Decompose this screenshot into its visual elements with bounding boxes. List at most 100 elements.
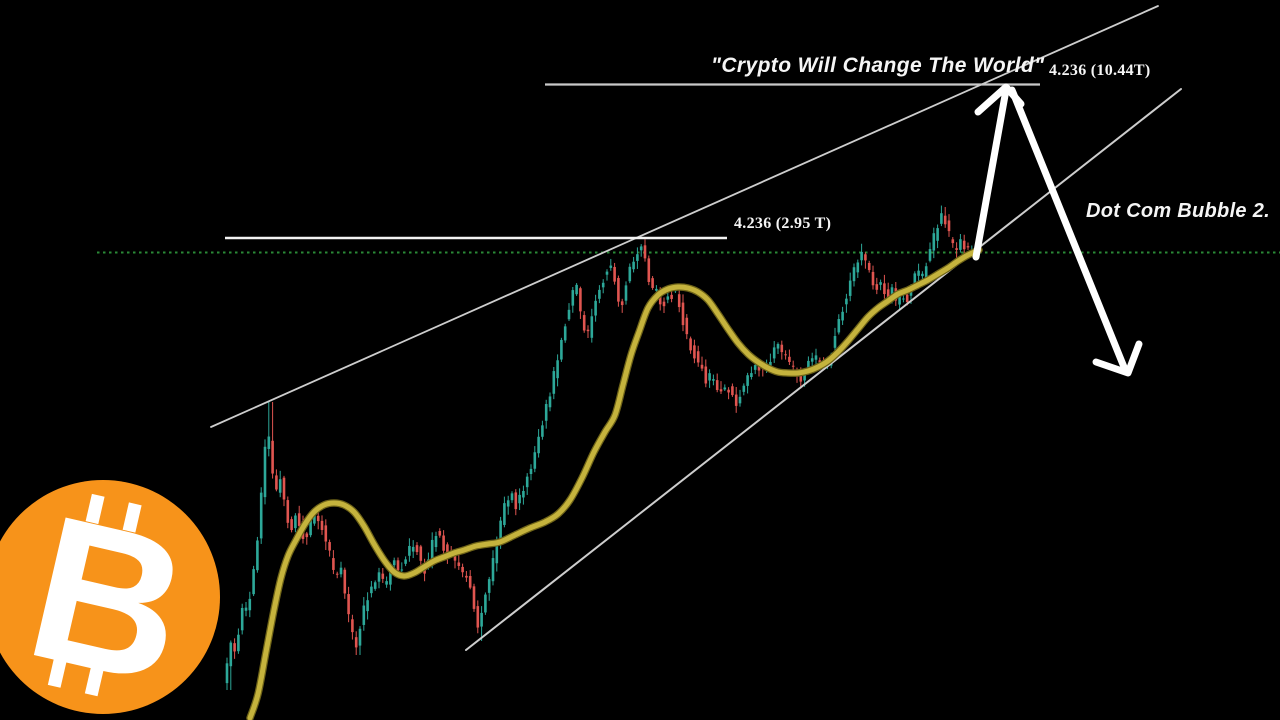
candle: [639, 244, 643, 257]
candle: [244, 601, 248, 617]
candle: [685, 314, 689, 340]
candle: [704, 359, 708, 388]
candle: [845, 293, 848, 313]
candle: [225, 657, 229, 690]
candle: [605, 269, 609, 281]
candle: [719, 381, 723, 395]
candle: [753, 363, 757, 375]
candle: [541, 420, 544, 440]
candle: [643, 239, 647, 262]
candle: [951, 237, 955, 248]
ma-line-layer: [246, 246, 983, 720]
candle: [776, 342, 780, 355]
candle: [271, 402, 274, 479]
bitcoin-logo: B: [0, 472, 220, 720]
candle: [746, 372, 749, 394]
crash-arrow-head: [1092, 340, 1143, 377]
candle: [278, 470, 282, 498]
candle: [560, 337, 563, 362]
candle: [229, 640, 233, 690]
resistance-lines-layer: [225, 83, 1040, 240]
candle: [875, 277, 879, 295]
candle: [628, 263, 632, 284]
arrow-layer: [972, 83, 1143, 377]
candle: [601, 279, 605, 294]
candle: [567, 303, 571, 321]
candle: [362, 597, 366, 631]
candle: [708, 369, 711, 388]
candle: [248, 591, 252, 618]
candle: [324, 519, 328, 550]
candle: [742, 383, 746, 396]
candle: [681, 294, 685, 332]
candle: [750, 366, 753, 380]
candle: [700, 356, 704, 372]
candle: [738, 389, 742, 407]
candle: [693, 339, 696, 364]
candle: [332, 550, 335, 575]
candle: [955, 242, 958, 258]
fib-extension-lower-label: 4.236 (2.95 T): [734, 215, 832, 232]
candle: [263, 439, 267, 505]
candle: [715, 373, 719, 393]
candle: [408, 538, 411, 562]
ma-line-edge: [246, 246, 983, 720]
pump-arrow-shaft: [972, 86, 1010, 261]
candle: [518, 488, 521, 511]
candle: [525, 473, 529, 495]
candle: [544, 399, 548, 429]
candle: [237, 628, 240, 654]
candle: [856, 259, 860, 278]
bitcoin-logo-circle: [0, 480, 220, 714]
candle: [563, 323, 567, 343]
candle: [780, 340, 784, 360]
candle: [936, 224, 939, 249]
candle: [696, 345, 700, 367]
candle: [487, 576, 491, 601]
candle: [400, 562, 404, 573]
candle: [613, 262, 616, 285]
candle: [480, 606, 483, 641]
candle: [347, 586, 350, 623]
candle: [294, 513, 297, 533]
candle: [339, 561, 343, 578]
candle: [860, 243, 863, 266]
candle: [879, 279, 882, 291]
candle: [335, 571, 339, 579]
candle: [959, 233, 962, 253]
crash-arrow-shaft: [1008, 86, 1130, 376]
candle: [442, 530, 445, 557]
candle: [609, 258, 613, 271]
candle: [651, 276, 654, 290]
candle: [351, 614, 354, 640]
candle: [537, 429, 540, 458]
candle: [788, 349, 791, 365]
candle: [252, 565, 255, 597]
candle: [438, 528, 442, 538]
ma-line: [247, 247, 982, 720]
candle: [522, 485, 525, 505]
candle: [620, 298, 624, 313]
candle: [354, 631, 358, 655]
candle: [932, 227, 936, 259]
candle: [579, 286, 582, 319]
candle: [966, 242, 970, 250]
candle: [917, 263, 920, 283]
candle: [947, 214, 951, 237]
candle: [784, 350, 787, 360]
candle: [556, 354, 559, 387]
candle: [233, 638, 236, 659]
candle: [461, 563, 464, 578]
candle: [852, 263, 856, 287]
candle: [370, 580, 373, 598]
candle: [883, 274, 886, 299]
candle: [358, 626, 362, 655]
candle: [419, 544, 423, 567]
candle: [723, 384, 727, 391]
candle: [472, 583, 476, 612]
candle: [320, 515, 324, 535]
candle: [506, 495, 510, 515]
candle: [328, 539, 331, 557]
candle: [465, 571, 468, 582]
